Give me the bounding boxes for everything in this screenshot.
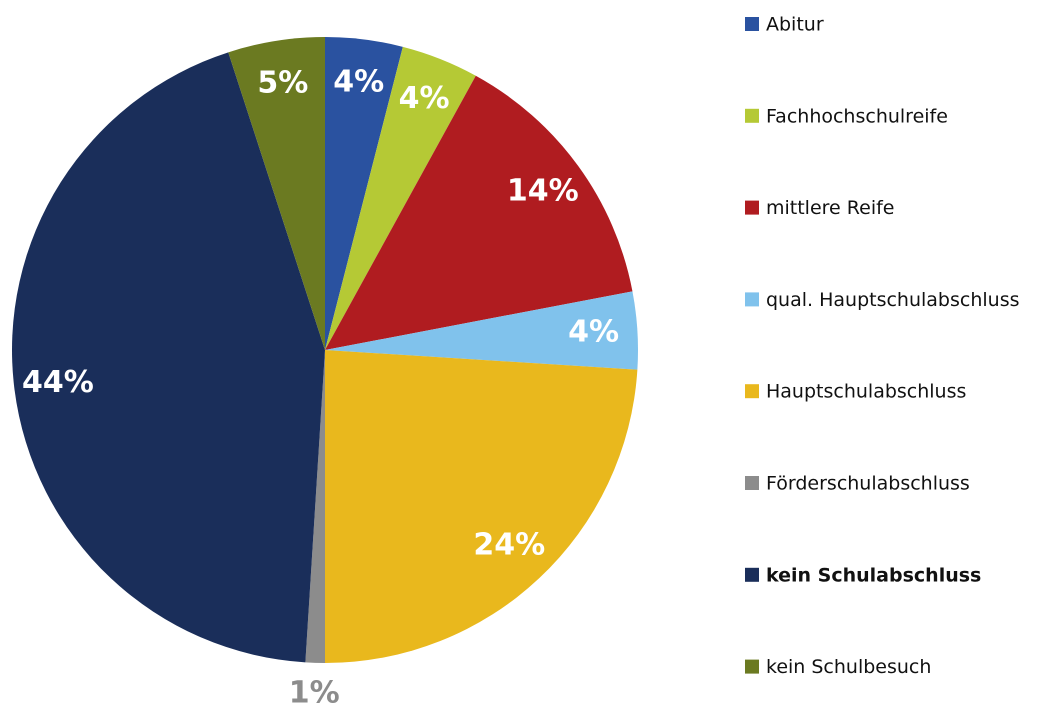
pie-slice [325,37,403,350]
legend-label: Abitur [766,14,824,36]
legend-label: Hauptschulabschluss [766,381,966,403]
pie-slice [228,37,325,350]
pie-slice [325,291,639,370]
data-label: 4% [333,64,384,99]
legend-swatch [745,200,759,215]
pie-slice [305,350,325,663]
pie-slice [11,52,325,663]
data-label: 24% [473,528,545,563]
data-label: 4% [568,315,619,350]
legend-label: kein Schulabschluss [766,564,981,586]
legend-swatch [745,659,759,674]
pie-slice [325,46,476,351]
legend-label: kein Schulbesuch [766,656,931,678]
legend-label: Fachhochschulreife [766,105,948,127]
legend-swatch [745,567,759,582]
legend-swatch [745,476,759,490]
pie-slice [325,75,633,351]
legend-swatch [745,292,759,307]
data-label: 14% [507,173,579,208]
data-label: 44% [22,365,94,400]
data-label: 4% [399,81,450,116]
legend-label: Förderschulabschluss [766,473,970,495]
pie-slice [325,350,638,663]
legend-swatch [745,384,759,399]
legend-swatch [745,17,759,31]
data-label: 1% [289,676,340,709]
legend-label: mittlere Reife [766,197,894,219]
legend-label: qual. Hauptschulabschluss [766,289,1020,311]
data-label: 5% [257,66,308,101]
legend-swatch [745,108,759,123]
